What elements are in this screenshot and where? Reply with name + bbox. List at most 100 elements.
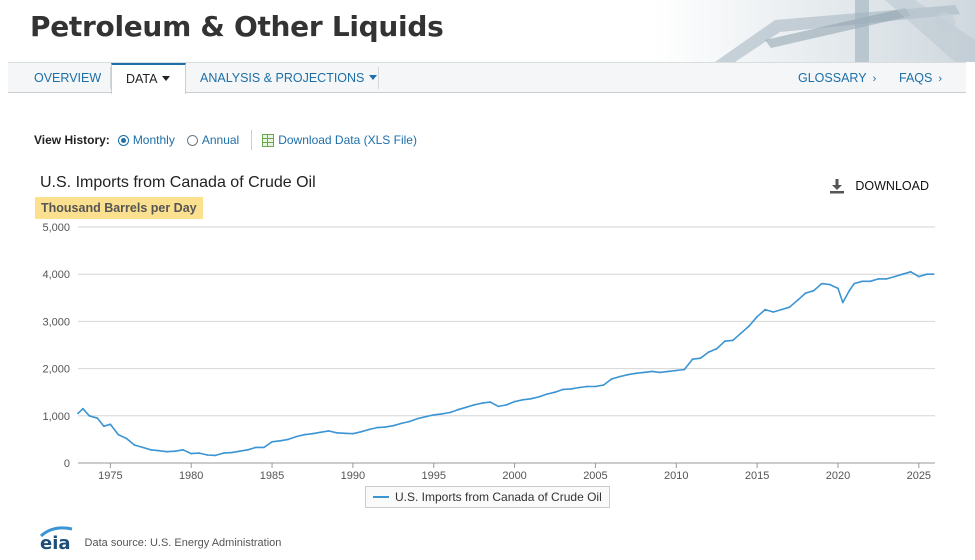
view-history-label: View History: <box>34 133 110 147</box>
units-badge: Thousand Barrels per Day <box>35 197 203 219</box>
data-point <box>465 406 467 409</box>
x-tick-label: 1975 <box>98 470 122 482</box>
data-point <box>715 347 718 350</box>
view-history-controls: View History: Monthly Annual Download Da… <box>34 130 417 150</box>
chevron-down-icon <box>162 76 171 81</box>
data-point <box>481 402 484 404</box>
nav-divider <box>378 67 379 89</box>
data-point <box>537 396 540 398</box>
data-point <box>424 415 427 418</box>
chart-legend-item[interactable]: U.S. Imports from Canada of Crude Oil <box>365 486 610 508</box>
nav-overview[interactable]: OVERVIEW <box>34 71 102 85</box>
page-banner: Petroleum & Other Liquids <box>0 0 975 62</box>
data-point <box>319 431 322 434</box>
data-point <box>804 292 807 294</box>
data-point <box>279 439 281 442</box>
chevron-right-icon: › <box>938 73 943 85</box>
nav-data[interactable]: DATA <box>111 63 186 94</box>
legend-label: U.S. Imports from Canada of Crude Oil <box>395 490 602 504</box>
data-point <box>723 340 726 343</box>
data-point <box>683 368 686 371</box>
nav-faqs[interactable]: FAQS › <box>899 63 942 93</box>
download-data-link[interactable]: Download Data (XLS File) <box>262 133 417 147</box>
data-point <box>740 332 742 335</box>
data-point <box>287 438 290 441</box>
data-point <box>602 384 605 386</box>
data-point <box>109 423 112 426</box>
data-point <box>440 413 443 415</box>
data-point <box>238 450 241 453</box>
download-label: DOWNLOAD <box>855 179 929 193</box>
data-point <box>610 378 613 380</box>
data-point <box>570 388 573 390</box>
series-layer <box>77 270 935 457</box>
data-point <box>214 454 217 457</box>
x-tick-label: 1995 <box>421 470 445 482</box>
data-point <box>732 339 734 342</box>
data-point <box>392 424 395 427</box>
data-point <box>529 397 532 400</box>
legend-line-swatch <box>373 496 389 498</box>
series-line <box>77 271 934 457</box>
data-point <box>198 452 201 454</box>
data-point <box>901 273 904 276</box>
data-point <box>578 386 581 389</box>
data-point <box>457 408 459 411</box>
data-point <box>772 311 775 313</box>
x-tick-label: 2015 <box>745 470 769 482</box>
data-point <box>263 446 265 449</box>
data-point <box>82 407 84 410</box>
footer: eia Data source: U.S. Energy Administrat… <box>39 525 282 556</box>
data-point <box>521 398 524 401</box>
radio-selected-icon[interactable] <box>117 134 129 146</box>
y-tick-label: 1,000 <box>42 411 70 423</box>
data-source-text: Data source: U.S. Energy Administration <box>84 537 282 549</box>
nav-data-label: DATA <box>126 72 158 86</box>
data-point <box>513 400 516 403</box>
y-tick-label: 4,000 <box>42 269 70 281</box>
data-point <box>96 417 99 420</box>
data-point <box>141 446 144 449</box>
data-point <box>909 270 912 273</box>
data-point <box>829 283 831 286</box>
annual-radio-option[interactable]: Annual <box>186 133 240 147</box>
x-tick-label: 2025 <box>907 470 931 482</box>
data-point <box>335 431 338 434</box>
data-point <box>125 437 128 440</box>
x-tick-label: 2010 <box>664 470 688 482</box>
download-icon <box>830 179 845 194</box>
data-point <box>489 401 492 403</box>
chart-title: U.S. Imports from Canada of Crude Oil <box>40 174 316 191</box>
chart-download-button[interactable]: DOWNLOAD <box>829 178 929 194</box>
data-point <box>675 369 678 372</box>
annual-label: Annual <box>201 133 240 147</box>
monthly-label: Monthly <box>132 133 175 147</box>
nav-glossary[interactable]: GLOSSARY › <box>798 63 876 93</box>
data-point <box>352 432 354 435</box>
data-point <box>748 325 750 327</box>
data-point <box>699 357 702 360</box>
radio-unselected-icon[interactable] <box>186 134 198 146</box>
data-point <box>497 405 500 408</box>
data-point <box>174 450 176 453</box>
nav-analysis-projections[interactable]: ANALYSIS & PROJECTIONS <box>200 63 378 93</box>
main-navigation: OVERVIEW DATA ANALYSIS & PROJECTIONS GLO… <box>8 62 966 94</box>
data-point <box>360 430 362 433</box>
monthly-radio-option[interactable]: Monthly <box>117 133 175 147</box>
divider <box>251 130 253 150</box>
chevron-down-icon <box>369 75 378 80</box>
data-point <box>222 452 225 454</box>
data-point <box>764 308 767 311</box>
data-point <box>408 420 411 423</box>
eia-logo: eia <box>39 525 73 554</box>
data-point <box>756 315 758 318</box>
data-point <box>473 404 476 406</box>
data-point <box>432 414 435 416</box>
data-point <box>400 422 403 425</box>
data-point <box>643 371 645 374</box>
data-point <box>853 282 856 285</box>
data-point <box>88 414 91 417</box>
x-tick-label: 1990 <box>341 470 365 482</box>
data-point <box>932 273 935 276</box>
nav-faqs-label: FAQS <box>899 71 933 85</box>
